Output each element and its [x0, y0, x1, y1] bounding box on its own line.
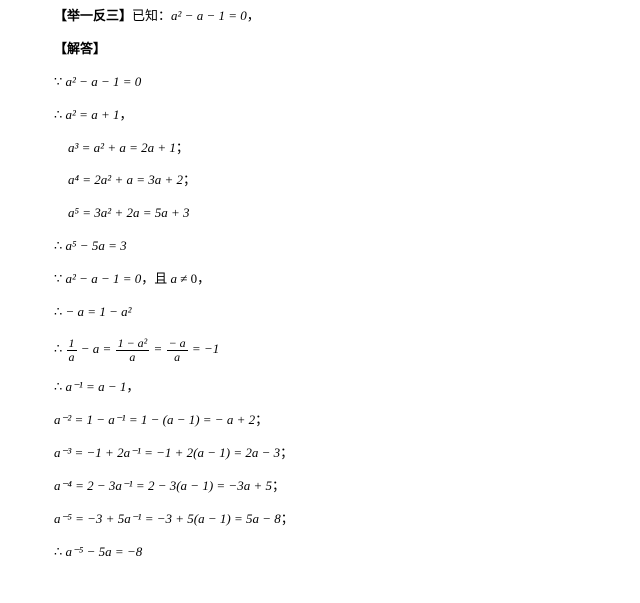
therefore-symbol: ∴	[54, 544, 62, 559]
eq-am1: a⁻¹ = a − 1	[66, 379, 127, 394]
therefore-symbol: ∴	[54, 304, 62, 319]
eq-a5m5a: a⁵ − 5a = 3	[66, 238, 127, 253]
frac-den: a	[67, 351, 77, 364]
eq-am5m5a: a⁻⁵ − 5a = −8	[66, 544, 143, 559]
eq-a3: a³ = a² + a = 2a + 1	[68, 140, 176, 155]
frac-den: a	[116, 351, 150, 364]
because-symbol: ∵	[54, 74, 62, 89]
step-a5-minus-5a: ∴ a⁵ − 5a = 3	[54, 238, 640, 255]
problem-line: 【举一反三】已知：a² − a − 1 = 0，	[54, 8, 640, 25]
step-am5: a⁻⁵ = −3 + 5a⁻¹ = −3 + 5(a − 1) = 5a − 8…	[54, 511, 640, 528]
step-a2: ∴ a² = a + 1，	[54, 107, 640, 124]
step-neg-a: ∴ − a = 1 − a²	[54, 304, 640, 321]
frac-den: a	[167, 351, 188, 364]
eq-am5: a⁻⁵ = −3 + 5a⁻¹ = −3 + 5(a − 1) = 5a − 8	[54, 511, 281, 526]
eq-am3: a⁻³ = −1 + 2a⁻¹ = −1 + 2(a − 1) = 2a − 3	[54, 445, 280, 460]
step-because-given2: ∵ a² − a − 1 = 0，且 a ≠ 0，	[54, 271, 640, 288]
eq-neg-a: − a = 1 − a²	[66, 304, 132, 319]
step-a3: a³ = a² + a = 2a + 1；	[54, 140, 640, 157]
neq0: ≠ 0	[177, 271, 197, 286]
eq-am4: a⁻⁴ = 2 − 3a⁻¹ = 2 − 3(a − 1) = −3a + 5	[54, 478, 272, 493]
step-a5: a⁵ = 3a² + 2a = 5a + 3	[54, 205, 640, 222]
therefore-symbol: ∴	[54, 379, 62, 394]
step-because-given: ∵ a² − a − 1 = 0	[54, 74, 640, 91]
because-symbol: ∵	[54, 271, 62, 286]
eq-sign: =	[150, 341, 165, 356]
step-am5-minus-5a: ∴ a⁻⁵ − 5a = −8	[54, 544, 640, 561]
comma: ，	[119, 107, 132, 122]
math-solution-page: 【举一反三】已知：a² − a − 1 = 0， 【解答】 ∵ a² − a −…	[0, 0, 640, 603]
eq-a4: a⁴ = 2a² + a = 3a + 2	[68, 172, 183, 187]
semicolon: ；	[280, 445, 293, 460]
semicolon: ；	[255, 412, 268, 427]
step-a4: a⁴ = 2a² + a = 3a + 2；	[54, 172, 640, 189]
answer-heading: 【解答】	[54, 41, 640, 58]
eq-a2: a² = a + 1	[66, 107, 120, 122]
problem-label: 【举一反三】	[54, 8, 132, 23]
semicolon: ；	[272, 478, 285, 493]
semicolon: ；	[281, 511, 294, 526]
and-text: ，且	[141, 271, 167, 286]
step-frac: ∴ 1 a − a = 1 − a² a = − a a = −1	[54, 337, 640, 363]
frac-num: 1	[67, 337, 77, 351]
semicolon: ；	[183, 172, 196, 187]
eq-given2: a² − a − 1 = 0	[66, 271, 142, 286]
comma: ，	[197, 271, 210, 286]
eq-given: a² − a − 1 = 0	[66, 74, 142, 89]
frac-1ma2-over-a: 1 − a² a	[116, 337, 150, 363]
therefore-symbol: ∴	[54, 107, 62, 122]
frac-neg-a-over-a: − a a	[167, 337, 188, 363]
therefore-symbol: ∴	[54, 341, 62, 356]
comma: ，	[247, 8, 260, 23]
step-am4: a⁻⁴ = 2 − 3a⁻¹ = 2 − 3(a − 1) = −3a + 5；	[54, 478, 640, 495]
known-label: 已知：	[132, 8, 171, 23]
eq-am2: a⁻² = 1 − a⁻¹ = 1 − (a − 1) = − a + 2	[54, 412, 255, 427]
therefore-symbol: ∴	[54, 238, 62, 253]
frac-num: 1 − a²	[116, 337, 150, 351]
given-equation: a² − a − 1 = 0	[171, 8, 247, 23]
step-am1: ∴ a⁻¹ = a − 1，	[54, 379, 640, 396]
step-am3: a⁻³ = −1 + 2a⁻¹ = −1 + 2(a − 1) = 2a − 3…	[54, 445, 640, 462]
minus-a: − a =	[78, 341, 115, 356]
eq-minus1: = −1	[192, 341, 219, 356]
frac-1-over-a: 1 a	[67, 337, 77, 363]
eq-a5: a⁵ = 3a² + 2a = 5a + 3	[68, 205, 190, 220]
frac-num: − a	[167, 337, 188, 351]
semicolon: ；	[176, 140, 189, 155]
step-am2: a⁻² = 1 − a⁻¹ = 1 − (a − 1) = − a + 2；	[54, 412, 640, 429]
answer-label: 【解答】	[54, 41, 106, 56]
comma: ，	[126, 379, 139, 394]
